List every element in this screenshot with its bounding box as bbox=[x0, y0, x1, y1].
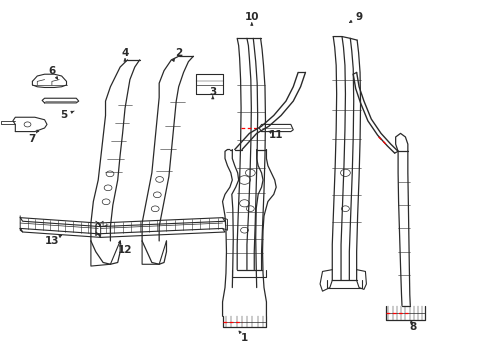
Text: 7: 7 bbox=[29, 134, 36, 144]
Text: 5: 5 bbox=[61, 111, 67, 121]
Text: 4: 4 bbox=[121, 48, 128, 58]
Text: 9: 9 bbox=[355, 12, 362, 22]
Text: 11: 11 bbox=[268, 130, 283, 140]
Text: 2: 2 bbox=[175, 48, 182, 58]
Text: 10: 10 bbox=[244, 12, 259, 22]
Text: 13: 13 bbox=[44, 236, 59, 246]
Text: 1: 1 bbox=[241, 333, 247, 343]
Text: 3: 3 bbox=[209, 87, 216, 97]
Text: 8: 8 bbox=[408, 322, 415, 332]
Text: 12: 12 bbox=[118, 245, 132, 255]
Text: 6: 6 bbox=[48, 66, 56, 76]
